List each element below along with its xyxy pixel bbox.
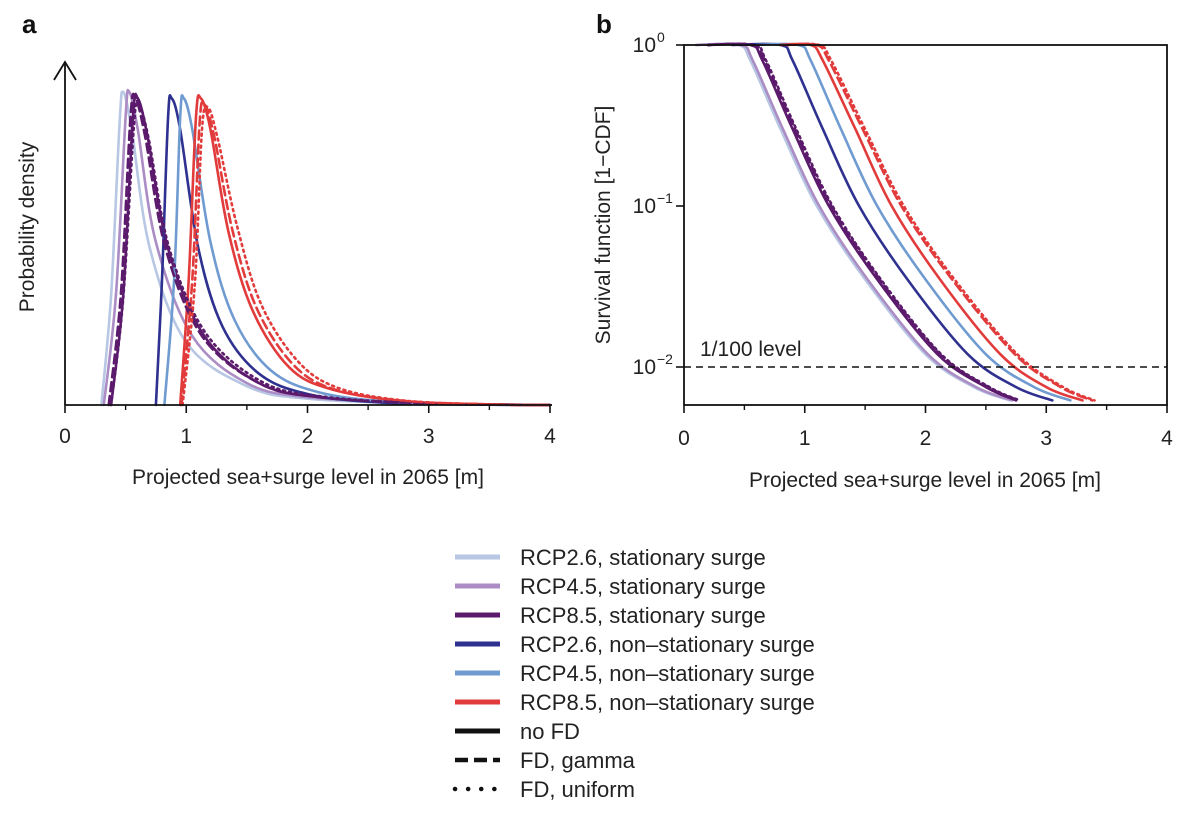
panel-a-x-label: Projected sea+surge level in 2065 [m] <box>132 466 484 489</box>
legend-label: no FD <box>520 719 580 744</box>
legend-item-fd-uniform: FD, uniform <box>452 777 635 802</box>
legend-label: RCP8.5, non–stationary surge <box>520 690 815 715</box>
legend-item-no-fd: no FD <box>455 719 580 744</box>
panel-b-y-tick-label: 10 <box>633 356 656 379</box>
panel-a-series-rcp2-6-non-stationary-surge <box>154 94 552 407</box>
legend-item-rcp4-5-stationary-surge: RCP4.5, stationary surge <box>455 574 766 599</box>
panel-b-x-ticks: 0 1 2 3 4 <box>678 405 1173 450</box>
panel-a-series-rcp8-5-stationary-surge-dotted <box>109 99 552 407</box>
panel-b-label: b <box>596 9 612 39</box>
legend: RCP2.6, stationary surge RCP4.5, stationa… <box>452 545 815 802</box>
panel-b-series-rcp4-5-stationary-surge <box>694 42 1014 402</box>
panel-b-x-tick-label: 1 <box>799 427 811 450</box>
panel-a: 0 1 2 3 4 Projected sea+surge level in 2065 … <box>16 60 556 489</box>
legend-label: RCP2.6, stationary surge <box>520 545 766 570</box>
panel-b-y-tick-label: 10 <box>633 34 656 57</box>
panel-b-curves <box>694 42 1096 402</box>
legend-item-fd-gamma: FD, gamma <box>455 748 636 773</box>
panel-a-series-rcp8-5-non-stationary-surge-dotted <box>181 104 552 407</box>
panel-b-x-label: Projected sea+surge level in 2065 [m] <box>749 469 1101 492</box>
panel-b-series-rcp8-5-stationary-surge <box>706 42 1018 402</box>
panel-a-y-arrow <box>53 60 77 81</box>
panel-b-y-label: Survival function [1−CDF] <box>592 106 615 345</box>
panel-b-series-rcp8-5-stationary-surge-dashed <box>706 42 1020 402</box>
legend-item-rcp4-5-non-stationary-surge: RCP4.5, non–stationary surge <box>455 661 815 686</box>
panel-b-y-tick-exponent: −2 <box>657 351 673 367</box>
panel-a-label: a <box>22 9 37 39</box>
panel-a-y-label: Probability density <box>16 141 39 312</box>
panel-a-series-rcp8-5-non-stationary-surge-dashed <box>180 100 552 407</box>
panel-b-series-rcp4-5-non-stationary-surge <box>755 42 1072 402</box>
legend-label: RCP4.5, stationary surge <box>520 574 766 599</box>
panel-b-x-tick-label: 2 <box>920 427 932 450</box>
panel-b-y-tick-label: 10 <box>633 195 656 218</box>
legend-label: FD, uniform <box>520 777 635 802</box>
panel-a-x-tick-label: 2 <box>302 425 314 448</box>
panel-a-series-rcp4-5-stationary-surge <box>102 88 552 407</box>
legend-item-rcp2-6-non-stationary-surge: RCP2.6, non–stationary surge <box>455 632 815 657</box>
legend-label: FD, gamma <box>520 748 636 773</box>
legend-item-rcp8-5-stationary-surge: RCP8.5, stationary surge <box>455 603 766 628</box>
legend-label: RCP8.5, stationary surge <box>520 603 766 628</box>
panel-a-x-tick-label: 1 <box>180 425 192 448</box>
panel-a-x-tick-label: 0 <box>59 425 71 448</box>
panel-b-x-tick-label: 4 <box>1161 427 1173 450</box>
legend-item-rcp8-5-non-stationary-surge: RCP8.5, non–stationary surge <box>455 690 815 715</box>
panel-a-x-tick-label: 3 <box>423 425 435 448</box>
panel-b-x-tick-label: 3 <box>1040 427 1052 450</box>
panel-b-series-rcp2-6-non-stationary-surge <box>731 42 1054 402</box>
panel-a-series-rcp8-5-stationary-surge <box>109 92 552 407</box>
panel-b-y-tick-exponent: 0 <box>657 29 665 45</box>
panel-b-series-rcp8-5-stationary-surge-dotted <box>706 42 1021 402</box>
panel-b-x-tick-label: 0 <box>678 427 690 450</box>
panel-a-series-rcp8-5-non-stationary-surge <box>178 94 552 407</box>
legend-label: RCP2.6, non–stationary surge <box>520 632 815 657</box>
panel-b-y-tick-exponent: −1 <box>657 190 673 206</box>
panel-b-series-rcp8-5-non-stationary-surge <box>779 42 1084 402</box>
legend-item-rcp2-6-stationary-surge: RCP2.6, stationary surge <box>455 545 766 570</box>
legend-label: RCP4.5, non–stationary surge <box>520 661 815 686</box>
panel-a-x-ticks: 0 1 2 3 4 <box>59 405 556 448</box>
panel-a-curves <box>100 88 552 407</box>
panel-b-series-rcp8-5-non-stationary-surge-dashed <box>785 42 1094 402</box>
panel-b-series-rcp8-5-non-stationary-surge-dotted <box>786 42 1096 402</box>
reference-line-label: 1/100 level <box>700 338 802 361</box>
panel-a-x-tick-label: 4 <box>544 425 556 448</box>
